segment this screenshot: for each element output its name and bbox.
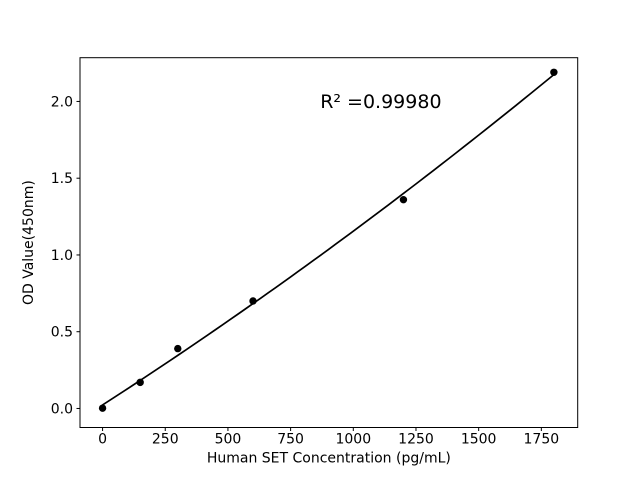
x-axis-label: Human SET Concentration (pg/mL) (207, 451, 451, 467)
y-axis-label: OD Value(450nm) (21, 180, 37, 305)
data-point (399, 195, 408, 204)
r-squared-annotation: R² =0.99980 (320, 91, 441, 113)
x-tick-label: 0 (98, 432, 107, 448)
y-tick-label: 2.0 (51, 94, 73, 110)
data-point (249, 297, 257, 305)
x-tick-label: 500 (215, 432, 242, 448)
data-point (136, 378, 144, 387)
data-point (174, 344, 182, 353)
trend-line (101, 73, 555, 406)
data-point (98, 404, 107, 412)
data-point (550, 68, 558, 76)
y-tick-label: 1.5 (51, 171, 73, 187)
x-tick-label: 750 (277, 432, 304, 448)
x-tick-label: 1000 (335, 432, 371, 448)
y-tick-label: 1.0 (51, 248, 73, 264)
y-tick-label: 0.5 (51, 325, 73, 341)
plot-frame (79, 57, 579, 428)
y-tick-label: 0.0 (51, 401, 73, 417)
x-tick-label: 1500 (461, 432, 497, 448)
x-tick-label: 1250 (398, 432, 434, 448)
x-tick-label: 1750 (524, 432, 560, 448)
x-tick-label: 250 (152, 432, 179, 448)
